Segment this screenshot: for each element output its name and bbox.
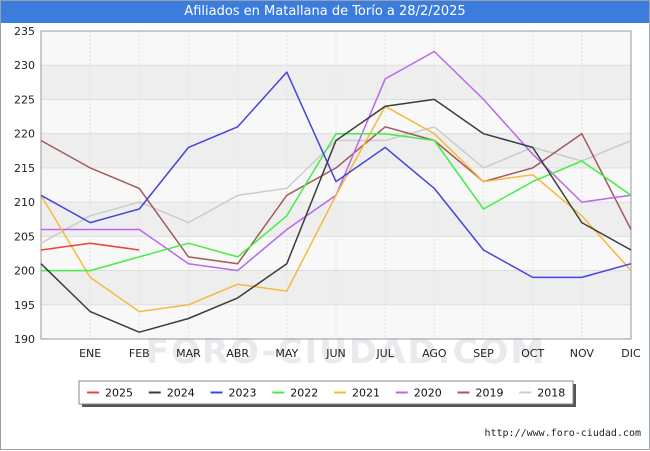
- y-tick-label: 220: [14, 128, 35, 141]
- legend-label: 2025: [105, 387, 133, 400]
- x-tick-label: SEP: [473, 347, 494, 360]
- chart-title: Afiliados en Matallana de Torío a 28/2/2…: [1, 1, 649, 23]
- series-line-2025: [40, 242, 140, 251]
- legend-label: 2019: [476, 387, 504, 400]
- series-line-2019: [40, 126, 632, 265]
- x-tick-label: ABR: [226, 347, 249, 360]
- x-tick-label: ENE: [79, 347, 101, 360]
- legend-label: 2021: [352, 387, 380, 400]
- legend-label: 2020: [414, 387, 442, 400]
- y-tick-label: 215: [14, 162, 35, 175]
- y-tick-label: 210: [14, 196, 35, 209]
- y-tick-label: 235: [14, 25, 35, 38]
- y-tick-label: 230: [14, 59, 35, 72]
- y-tick-label: 195: [14, 299, 35, 312]
- x-tick-label: OCT: [521, 347, 544, 360]
- y-tick-label: 225: [14, 93, 35, 106]
- x-tick-label: NOV: [570, 347, 595, 360]
- grid-band: [41, 65, 631, 100]
- plot-border: [40, 30, 632, 340]
- x-tick-label: JUN: [325, 347, 346, 360]
- y-tick-label: 200: [14, 265, 35, 278]
- x-tick-label: MAY: [275, 347, 298, 360]
- legend-label: 2018: [537, 387, 565, 400]
- series-line-2023: [40, 71, 632, 279]
- y-tick-label: 190: [14, 333, 35, 346]
- legend-label: 2024: [167, 387, 195, 400]
- source-url[interactable]: http://www.foro-ciudad.com: [484, 428, 641, 439]
- legend-label: 2022: [290, 387, 318, 400]
- x-tick-label: DIC: [621, 347, 641, 360]
- x-tick-label: MAR: [176, 347, 201, 360]
- x-tick-label: FEB: [129, 347, 150, 360]
- legend-label: 2023: [229, 387, 257, 400]
- x-tick-label: AGO: [422, 347, 447, 360]
- x-tick-label: JUL: [375, 347, 394, 360]
- series-line-2022: [41, 132, 632, 272]
- y-tick-label: 205: [14, 230, 35, 243]
- legend-box: [78, 380, 574, 405]
- series-line-2024: [40, 98, 632, 333]
- series-line-2021: [40, 105, 632, 313]
